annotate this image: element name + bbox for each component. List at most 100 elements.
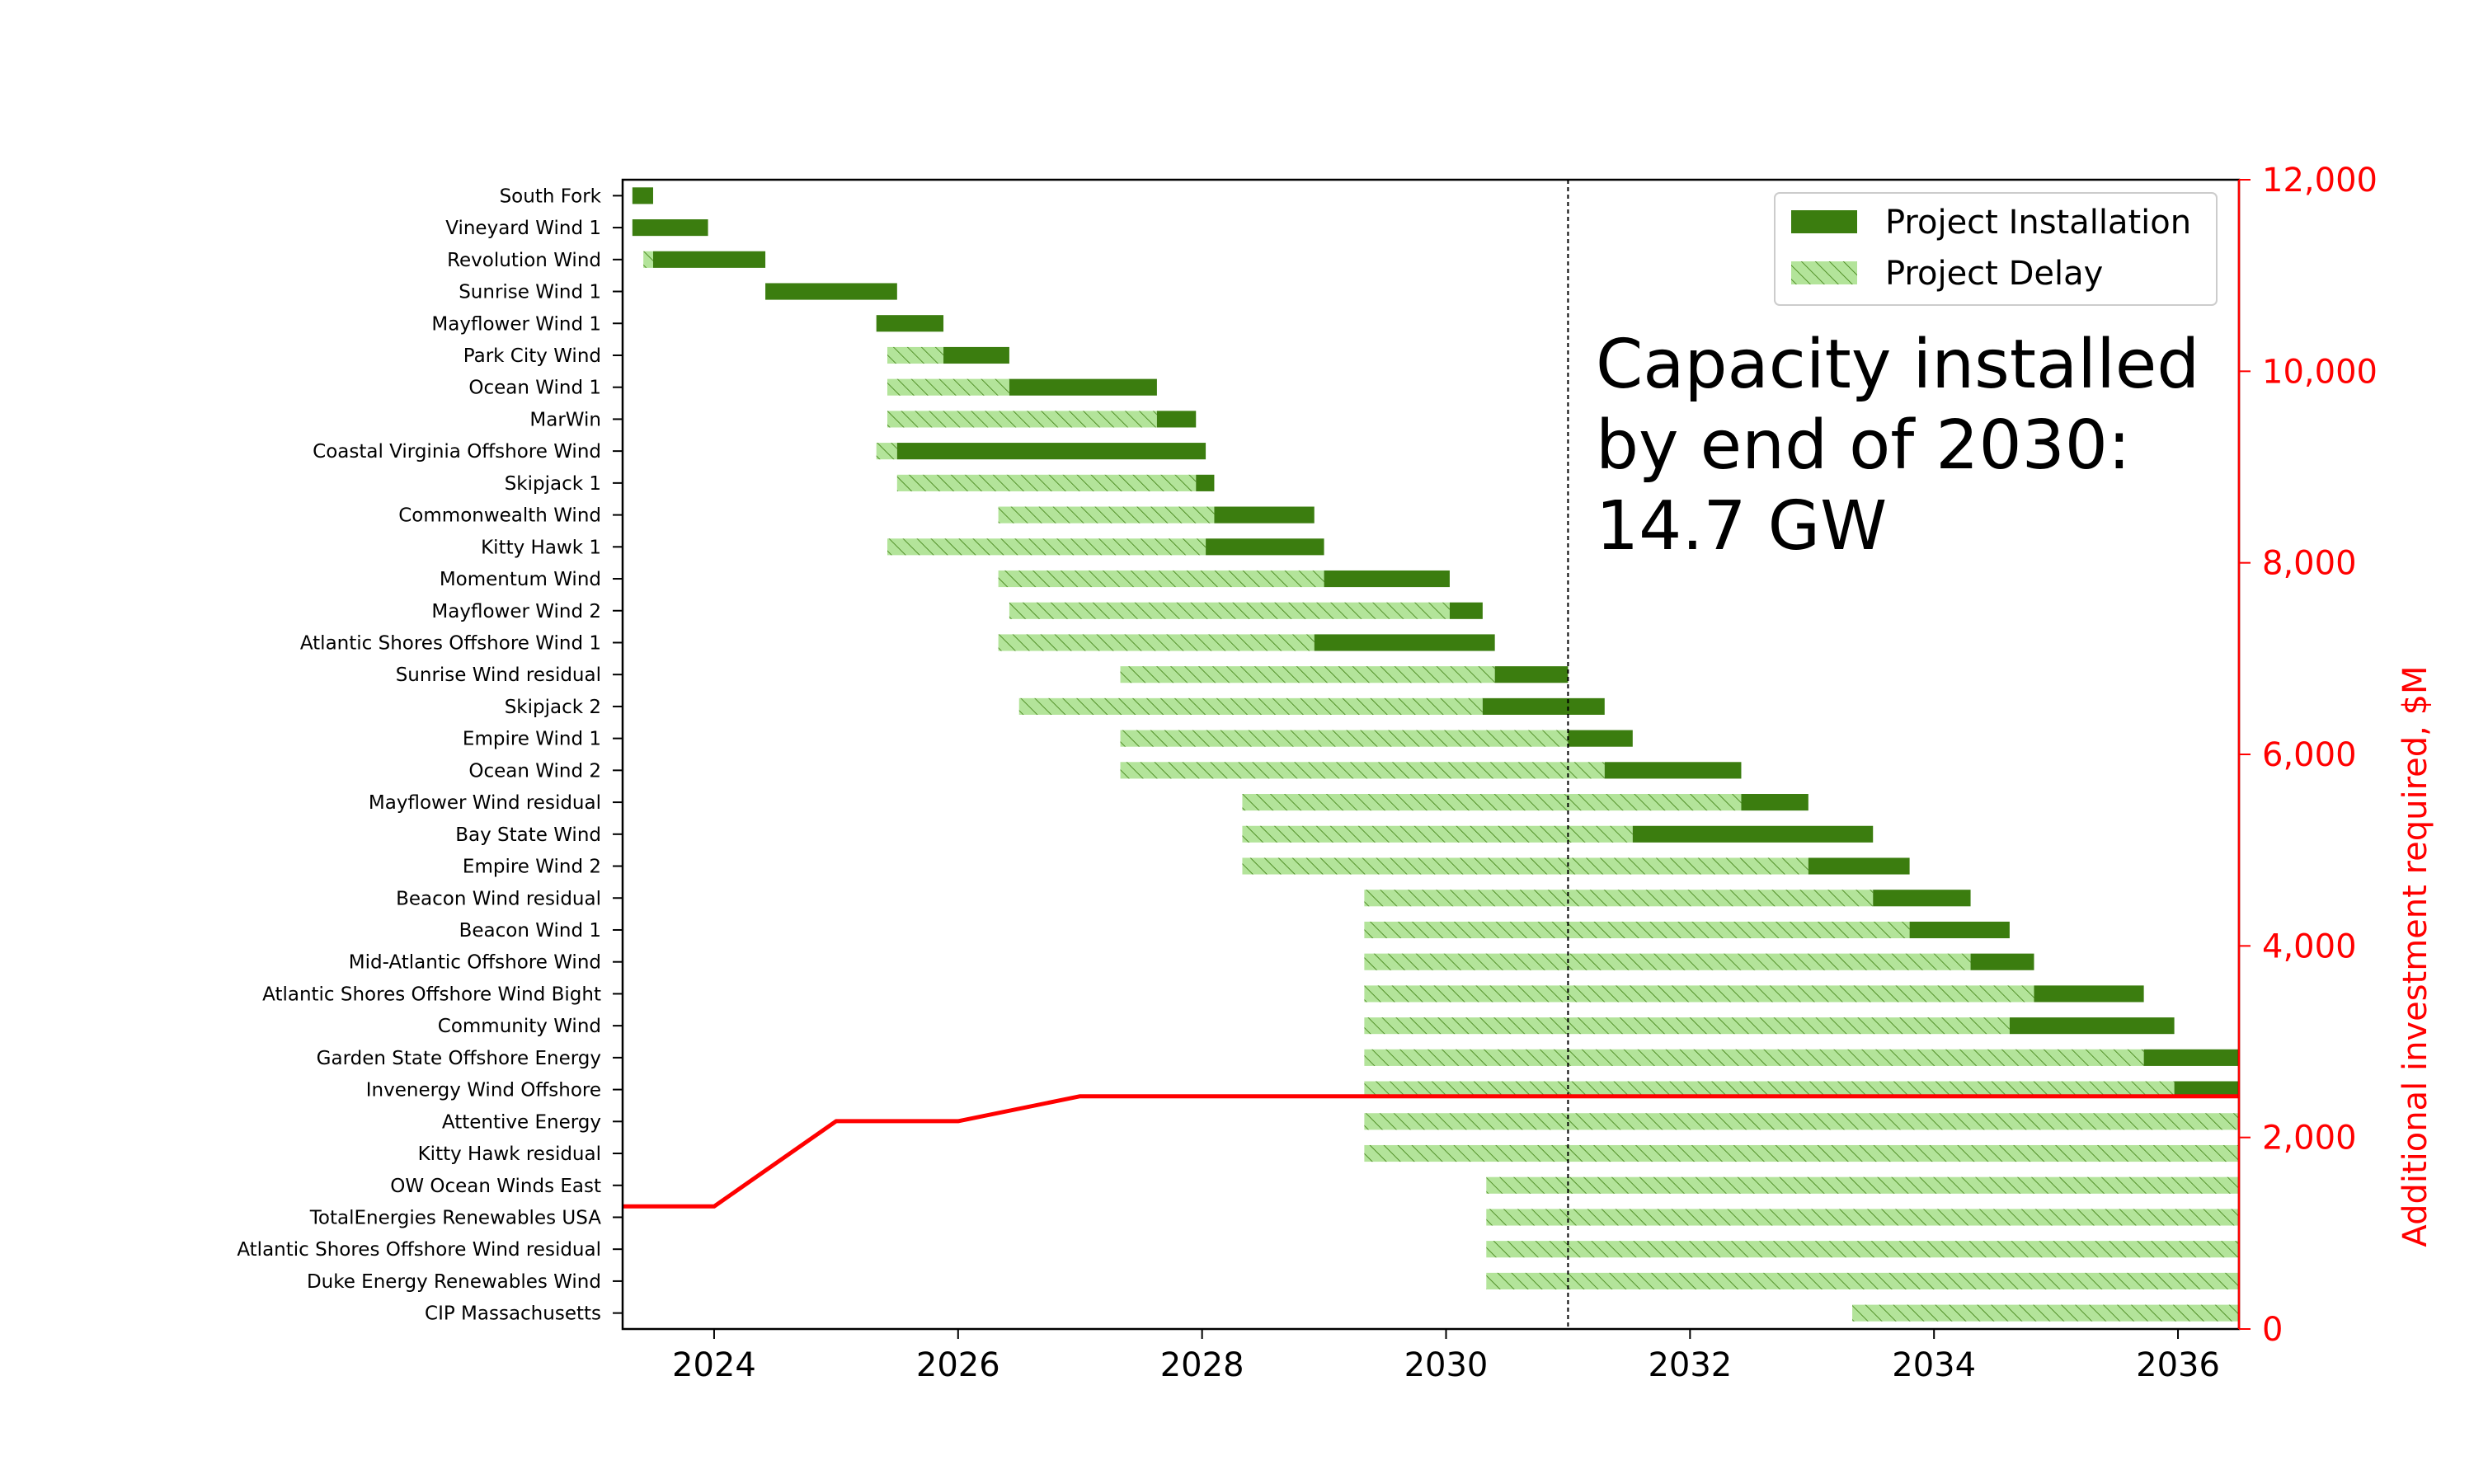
delay-bar: [1364, 953, 1971, 970]
project-label: OW Ocean Winds East: [390, 1176, 601, 1197]
delay-bar: [1364, 1081, 2175, 1098]
install-bar: [1314, 634, 1495, 651]
install-bar: [1009, 378, 1157, 396]
install-bar: [1449, 602, 1483, 619]
legend-label-delay: Project Delay: [1885, 255, 2103, 293]
delay-bar: [896, 474, 1197, 491]
delay-bar: [1364, 1017, 2010, 1035]
project-label: Ocean Wind 1: [468, 378, 601, 399]
delay-bar: [1364, 921, 1910, 939]
legend-frame: [1774, 192, 2218, 306]
legend-label-install: Project Installation: [1885, 204, 2191, 242]
project-label: Momentum Wind: [440, 569, 601, 590]
right-tick-label: 2,000: [2262, 1120, 2357, 1158]
project-label: Atlantic Shores Offshore Wind 1: [300, 632, 601, 654]
delay-bar: [1242, 794, 1742, 811]
project-label: TotalEnergies Renewables USA: [309, 1207, 601, 1228]
project-label: Ocean Wind 2: [468, 760, 601, 782]
project-label: Community Wind: [438, 1016, 601, 1037]
delay-bar: [1486, 1209, 2239, 1226]
delay-bar: [887, 378, 1009, 396]
install-bar: [1324, 570, 1450, 588]
install-bar: [1494, 666, 1569, 683]
plot-background: [623, 180, 2239, 1329]
delay-bar: [1486, 1272, 2239, 1289]
install-bar: [896, 443, 1206, 460]
install-bar: [1482, 697, 1605, 715]
delay-bar: [998, 634, 1315, 651]
project-label: Empire Wind 1: [463, 729, 601, 750]
project-label: Skipjack 1: [505, 473, 601, 495]
legend: Project Installation Project Delay: [1774, 192, 2218, 306]
x-tick-label: 2032: [1648, 1346, 1732, 1384]
project-label: Mayflower Wind 1: [431, 313, 601, 335]
install-bar: [943, 346, 1009, 364]
project-label: Invenergy Wind Offshore: [366, 1080, 601, 1101]
investment-line-group: [623, 1094, 2239, 1209]
delay-bar: [643, 251, 653, 268]
project-label: MarWin: [529, 409, 601, 430]
project-label: Attentive Energy: [442, 1111, 601, 1133]
install-bar: [1156, 411, 1197, 428]
delay-bar: [1120, 762, 1605, 779]
right-tick-label: 10,000: [2262, 353, 2378, 391]
delay-bar: [998, 506, 1215, 524]
project-label: South Fork: [500, 186, 602, 207]
project-label: Mid-Atlantic Offshore Wind: [349, 952, 601, 974]
project-label: Mayflower Wind 2: [431, 601, 601, 622]
install-bar: [2174, 1081, 2239, 1098]
x-tick-label: 2036: [2136, 1346, 2220, 1384]
delay-bar: [1486, 1241, 2239, 1258]
delay-bar: [876, 443, 897, 460]
install-bar: [1568, 730, 1633, 747]
delay-bar: [1364, 890, 1874, 907]
project-label: CIP Massachusetts: [425, 1303, 601, 1325]
project-label: Beacon Wind 1: [459, 920, 601, 942]
install-bar: [1604, 762, 1742, 779]
delay-bar: [1009, 602, 1450, 619]
project-label: Duke Energy Renewables Wind: [307, 1271, 601, 1293]
project-label: Revolution Wind: [447, 250, 601, 271]
legend-swatch-install: [1791, 210, 1857, 233]
right-tick-label: 6,000: [2262, 736, 2357, 774]
delay-bar: [1364, 1113, 2239, 1130]
x-tick-label: 2028: [1160, 1346, 1244, 1384]
project-label: Bay State Wind: [455, 824, 601, 846]
delay-bar: [1364, 1049, 2144, 1066]
project-label: Skipjack 2: [505, 697, 601, 718]
x-tick-label: 2030: [1404, 1346, 1489, 1384]
right-axis-label: Additional investment required, $M: [2396, 665, 2434, 1247]
right-tick-label: 8,000: [2262, 545, 2357, 583]
right-tick-label: 0: [2262, 1311, 2283, 1349]
install-bar: [632, 219, 708, 237]
annotation-line-3: 14.7 GW: [1596, 487, 1887, 566]
project-bars: [632, 187, 2239, 1322]
legend-swatch-delay: [1791, 261, 1857, 284]
plot-area: [623, 180, 2239, 1329]
install-bar: [1214, 506, 1315, 524]
install-bar: [632, 187, 653, 204]
delay-bar: [1120, 730, 1569, 747]
x-tick-label: 2026: [916, 1346, 1000, 1384]
delay-bar: [1364, 1144, 2239, 1162]
project-label: Garden State Offshore Energy: [317, 1048, 601, 1069]
investment-line: [623, 1094, 2239, 1209]
x-tick-label: 2034: [1892, 1346, 1976, 1384]
delay-bar: [1852, 1304, 2239, 1322]
project-label: Park City Wind: [463, 345, 601, 367]
delay-bar: [887, 346, 944, 364]
install-bar: [1196, 474, 1215, 491]
delay-bar: [1486, 1176, 2239, 1194]
x-tick-label: 2024: [672, 1346, 756, 1384]
install-bar: [1741, 794, 1808, 811]
install-bar: [765, 283, 897, 300]
install-bar: [876, 315, 944, 332]
project-label: Mayflower Wind residual: [369, 792, 601, 814]
project-label: Empire Wind 2: [463, 857, 601, 878]
install-bar: [1873, 890, 1971, 907]
install-bar: [2143, 1049, 2239, 1066]
project-label: Kitty Hawk residual: [418, 1144, 601, 1165]
project-label: Kitty Hawk 1: [481, 537, 601, 558]
delay-bar: [1364, 985, 2034, 1003]
